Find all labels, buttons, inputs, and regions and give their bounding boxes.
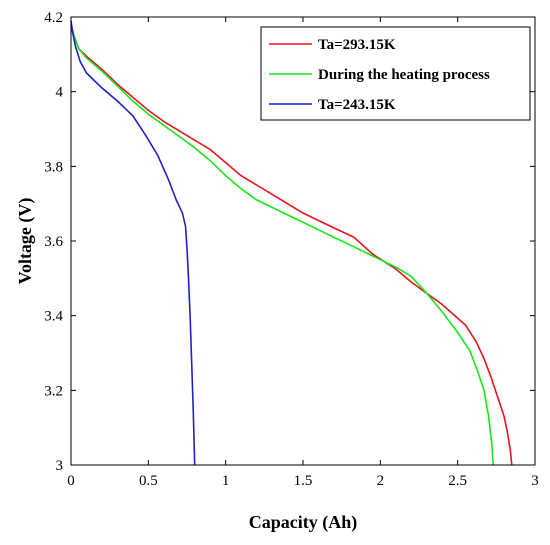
legend-label-3: Ta=243.15K [318, 97, 396, 113]
x-tick-label: 2 [377, 473, 385, 489]
y-tick-label: 3.4 [44, 309, 63, 325]
y-axis-label: Voltage (V) [15, 198, 36, 285]
x-tick-label: 2.5 [448, 473, 467, 489]
y-tick-label: 3.8 [44, 159, 63, 175]
series-line-1 [70, 24, 513, 466]
y-tick-label: 3.2 [44, 383, 63, 399]
x-tick-label: 1.5 [294, 473, 313, 489]
series-line-3 [70, 20, 196, 466]
y-tick-label: 3.6 [44, 234, 63, 250]
y-tick-label: 4 [56, 85, 64, 101]
series-lines [70, 20, 513, 466]
plot-frame [70, 16, 536, 466]
series-line-2 [70, 24, 494, 466]
x-axis-label: Capacity (Ah) [249, 512, 358, 533]
legend-label-1: Ta=293.15K [318, 37, 396, 53]
legend: Ta=293.15K During the heating process Ta=2… [260, 26, 531, 121]
y-tick-label: 3 [56, 458, 64, 474]
y-tick-label: 4.2 [44, 10, 63, 26]
legend-label-2: During the heating process [318, 67, 490, 83]
x-tick-label: 3 [531, 473, 539, 489]
x-tick-label: 1 [222, 473, 230, 489]
x-tick-label: 0.5 [139, 473, 158, 489]
axis-ticks: 0 0.5 1 1.5 2 2.5 3 3 3.2 3.4 3.6 3.8 4 4.2 [44, 10, 539, 489]
x-tick-label: 0 [67, 473, 75, 489]
